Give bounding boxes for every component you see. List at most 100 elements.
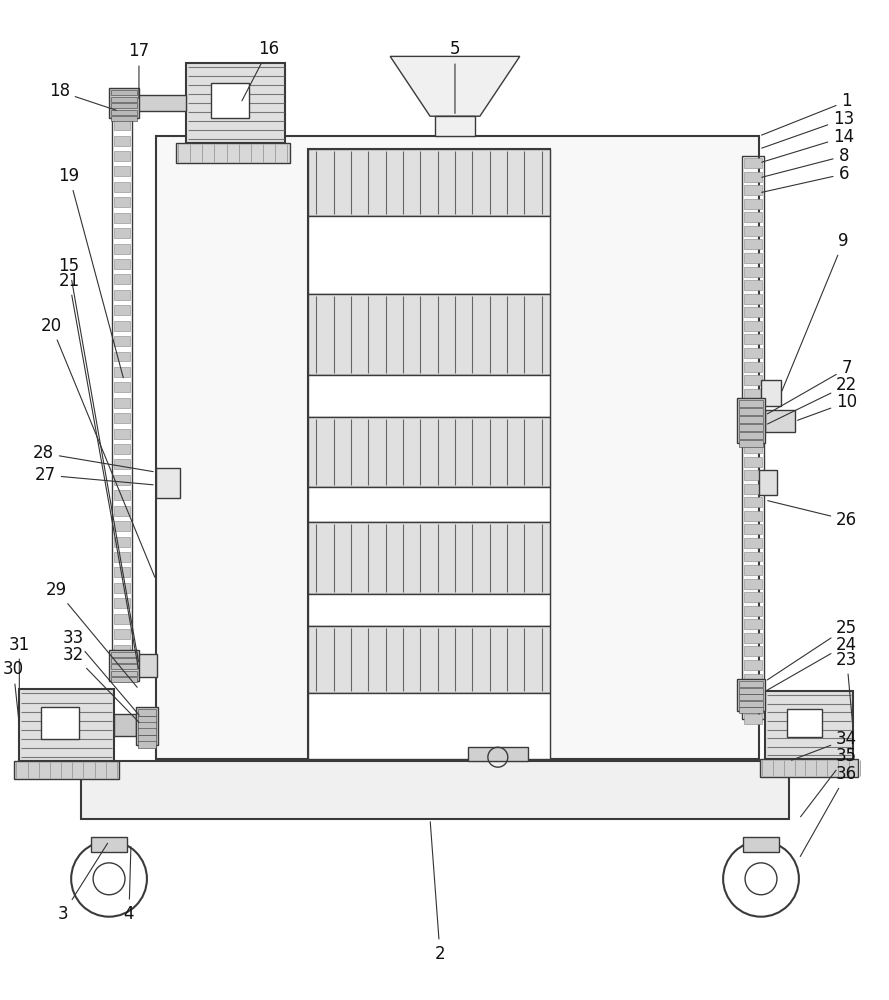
Bar: [109, 650, 139, 681]
Bar: [114, 583, 130, 593]
Text: 35: 35: [801, 747, 857, 817]
Bar: [739, 400, 763, 407]
Bar: [744, 321, 762, 331]
Bar: [739, 701, 763, 707]
Bar: [114, 398, 130, 408]
Bar: [114, 506, 130, 516]
Text: 2: 2: [430, 822, 445, 963]
Text: 24: 24: [767, 636, 857, 690]
Text: 25: 25: [767, 619, 857, 680]
Bar: [744, 239, 762, 249]
Bar: [761, 380, 781, 406]
Text: 20: 20: [41, 317, 155, 577]
Bar: [739, 694, 763, 700]
Polygon shape: [390, 56, 520, 116]
Bar: [744, 579, 762, 589]
Text: 27: 27: [35, 466, 153, 485]
Bar: [744, 606, 762, 616]
Bar: [744, 565, 762, 575]
Text: 1: 1: [762, 92, 852, 135]
Bar: [744, 253, 762, 263]
Text: 15: 15: [59, 257, 139, 662]
Text: 29: 29: [45, 581, 137, 687]
Bar: [744, 633, 762, 643]
Text: 5: 5: [450, 40, 461, 113]
Bar: [114, 475, 130, 485]
Bar: [744, 362, 762, 372]
Bar: [739, 688, 763, 694]
Bar: [744, 416, 762, 426]
Bar: [211, 83, 249, 118]
Bar: [743, 837, 779, 852]
Bar: [114, 321, 130, 331]
Bar: [111, 652, 137, 657]
Bar: [737, 398, 765, 443]
Bar: [744, 619, 762, 629]
Bar: [176, 143, 291, 163]
Bar: [744, 212, 762, 222]
Bar: [114, 259, 130, 269]
Text: 14: 14: [762, 128, 854, 162]
Bar: [138, 741, 156, 748]
Bar: [114, 166, 130, 176]
Bar: [744, 158, 762, 168]
Bar: [114, 228, 130, 238]
Text: 18: 18: [49, 82, 116, 110]
Bar: [114, 197, 130, 207]
Bar: [744, 592, 762, 602]
Bar: [114, 213, 130, 223]
Text: 3: 3: [58, 843, 108, 923]
Bar: [111, 116, 137, 121]
Bar: [114, 490, 130, 500]
Text: 21: 21: [59, 272, 139, 669]
Bar: [744, 538, 762, 548]
Bar: [114, 537, 130, 547]
Bar: [114, 444, 130, 454]
Bar: [156, 468, 180, 498]
Bar: [744, 280, 762, 290]
Bar: [114, 459, 130, 469]
Text: 36: 36: [800, 765, 857, 856]
Bar: [308, 626, 549, 693]
Bar: [114, 521, 130, 531]
Bar: [114, 413, 130, 423]
Bar: [744, 497, 762, 507]
Bar: [114, 382, 130, 392]
Bar: [744, 402, 762, 412]
Bar: [114, 182, 130, 192]
Bar: [112, 118, 132, 650]
Text: 31: 31: [9, 636, 30, 723]
Bar: [20, 689, 114, 761]
Bar: [759, 470, 777, 495]
Bar: [744, 389, 762, 399]
Bar: [744, 511, 762, 521]
Bar: [744, 185, 762, 195]
Bar: [765, 410, 795, 432]
Text: 17: 17: [128, 42, 149, 98]
Text: 6: 6: [762, 165, 849, 192]
Bar: [742, 156, 764, 719]
Bar: [435, 116, 475, 136]
Bar: [468, 747, 528, 761]
Bar: [114, 274, 130, 284]
Bar: [111, 664, 137, 669]
Bar: [111, 97, 137, 102]
Text: 9: 9: [782, 232, 849, 391]
Bar: [114, 136, 130, 146]
Bar: [81, 761, 789, 819]
Bar: [114, 714, 136, 736]
Bar: [14, 761, 119, 779]
Bar: [739, 432, 763, 439]
Bar: [744, 172, 762, 182]
Bar: [114, 645, 130, 655]
Bar: [308, 522, 549, 594]
Bar: [308, 417, 549, 487]
Bar: [744, 674, 762, 684]
Bar: [308, 693, 549, 759]
Bar: [744, 552, 762, 561]
Text: 33: 33: [62, 629, 140, 715]
Bar: [739, 408, 763, 415]
Bar: [744, 443, 762, 453]
Bar: [739, 440, 763, 447]
Bar: [186, 63, 285, 143]
